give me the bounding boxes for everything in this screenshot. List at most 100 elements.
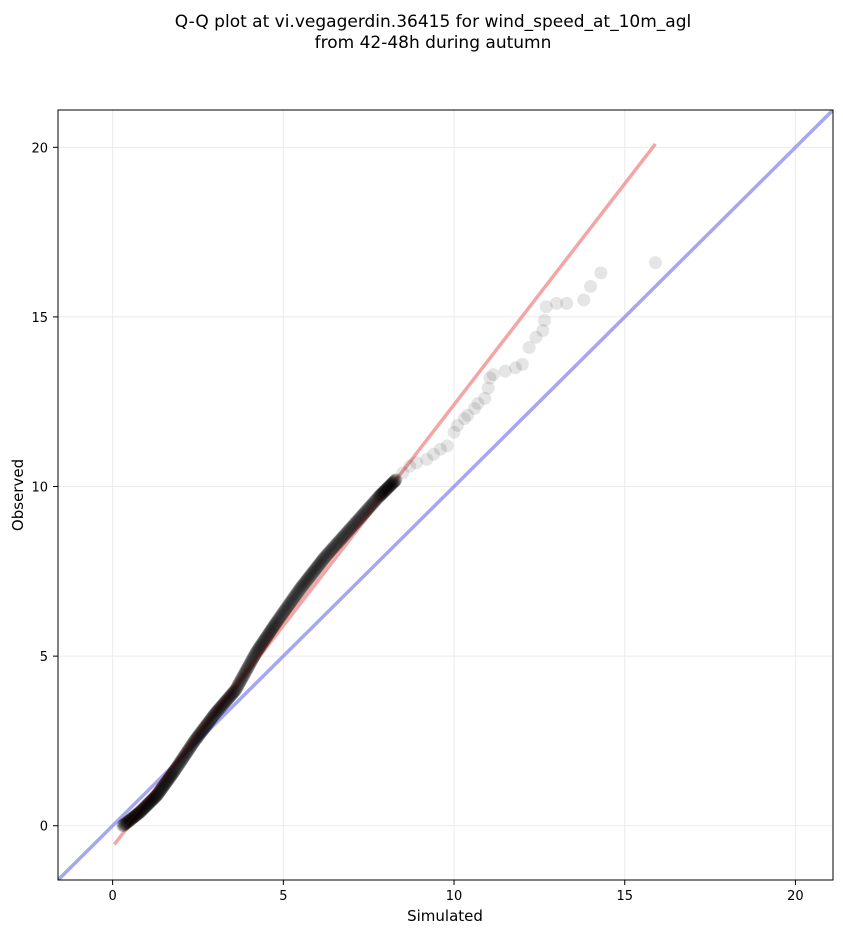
- quantile-point: [386, 476, 400, 490]
- quantile-point: [343, 523, 357, 537]
- quantile-point: [321, 546, 335, 560]
- quantile-point: [242, 658, 256, 672]
- quantile-point: [371, 490, 385, 504]
- quantile-point: [345, 519, 359, 533]
- quantile-point: [219, 694, 233, 708]
- quantile-point: [184, 739, 198, 753]
- quantile-point: [297, 577, 311, 591]
- quantile-point: [388, 474, 402, 488]
- quantile-point: [137, 801, 151, 815]
- quantile-point: [338, 527, 352, 541]
- quantile-point: [246, 650, 260, 664]
- quantile-point: [338, 528, 352, 542]
- chart-title-line-1: Q-Q plot at vi.vegagerdin.36415 for wind…: [175, 12, 691, 32]
- quantile-point: [229, 683, 243, 697]
- quantile-point: [132, 806, 146, 820]
- quantile-point: [241, 660, 255, 674]
- quantile-point: [377, 484, 391, 498]
- quantile-point: [359, 504, 373, 518]
- quantile-point: [267, 619, 281, 633]
- quantile-point: [117, 818, 131, 832]
- quantile-point: [347, 518, 361, 532]
- quantile-point: [208, 707, 222, 721]
- quantile-point: [258, 632, 272, 646]
- quantile-point: [310, 560, 324, 574]
- quantile-point: [308, 562, 322, 576]
- quantile-point: [310, 561, 324, 575]
- quantile-point: [130, 807, 144, 821]
- quantile-point: [275, 607, 289, 621]
- quantile-point: [133, 805, 147, 819]
- quantile-point: [196, 722, 210, 736]
- quantile-point: [330, 536, 344, 550]
- x-tick-label: 0: [108, 889, 116, 904]
- quantile-points: [116, 256, 662, 833]
- quantile-point: [146, 792, 160, 806]
- quantile-point: [177, 750, 191, 764]
- quantile-point: [260, 629, 274, 643]
- quantile-point: [295, 580, 309, 594]
- quantile-point: [286, 592, 300, 606]
- quantile-point: [254, 638, 268, 652]
- quantile-point: [316, 553, 330, 567]
- quantile-point: [258, 633, 272, 647]
- quantile-point: [146, 792, 160, 806]
- quantile-point: [223, 689, 237, 703]
- quantile-point: [275, 608, 289, 622]
- quantile-point: [312, 558, 326, 572]
- quantile-point: [249, 646, 263, 660]
- quantile-point: [323, 544, 337, 558]
- quantile-point: [140, 798, 154, 812]
- quantile-point: [215, 699, 229, 713]
- quantile-point: [154, 782, 168, 796]
- quantile-point-tail: [433, 442, 447, 456]
- quantile-point: [356, 507, 370, 521]
- quantile-point: [375, 486, 389, 500]
- quantile-point: [140, 798, 154, 812]
- quantile-point: [214, 700, 228, 714]
- quantile-point: [185, 738, 199, 752]
- quantile-point: [138, 800, 152, 814]
- quantile-point: [162, 771, 176, 785]
- quantile-point-tail: [440, 439, 454, 453]
- quantile-point: [215, 698, 229, 712]
- quantile-point: [178, 748, 192, 762]
- quantile-point: [344, 521, 358, 535]
- quantile-point: [350, 514, 364, 528]
- quantile-point: [385, 477, 399, 491]
- quantile-point: [180, 745, 194, 759]
- quantile-point: [378, 484, 392, 498]
- quantile-point: [386, 475, 400, 489]
- quantile-point: [131, 807, 145, 821]
- quantile-point: [364, 498, 378, 512]
- quantile-point: [199, 718, 213, 732]
- x-axis-label: Simulated: [407, 907, 483, 925]
- quantile-point: [389, 473, 403, 487]
- quantile-point: [365, 497, 379, 511]
- quantile-point: [237, 668, 251, 682]
- quantile-point: [142, 796, 156, 810]
- quantile-point: [118, 817, 132, 831]
- quantile-point-tail: [498, 364, 512, 378]
- quantile-point: [377, 485, 391, 499]
- quantile-point: [263, 625, 277, 639]
- quantile-point: [265, 622, 279, 636]
- quantile-point: [192, 728, 206, 742]
- quantile-point: [290, 586, 304, 600]
- quantile-point: [221, 691, 235, 705]
- quantile-point-tail: [536, 323, 550, 337]
- quantile-point: [204, 712, 218, 726]
- quantile-point: [238, 665, 252, 679]
- quantile-point: [360, 503, 374, 517]
- quantile-point: [193, 727, 207, 741]
- quantile-point: [292, 583, 306, 597]
- quantile-point: [241, 661, 255, 675]
- quantile-point: [277, 604, 291, 618]
- quantile-point: [124, 812, 138, 826]
- quantile-point: [133, 805, 147, 819]
- quantile-point: [189, 733, 203, 747]
- quantile-point-tail: [538, 313, 552, 327]
- quantile-point: [225, 687, 239, 701]
- quantile-point: [251, 643, 265, 657]
- quantile-point: [218, 696, 232, 710]
